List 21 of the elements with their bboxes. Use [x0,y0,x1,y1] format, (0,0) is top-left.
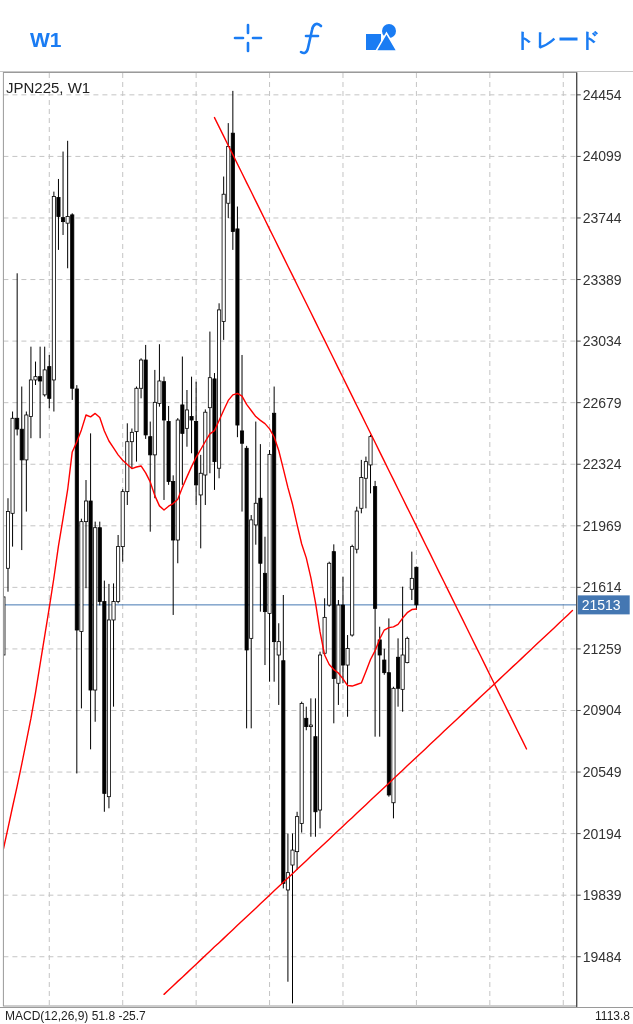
y-tick-label: 23744 [582,210,622,226]
annotation: MACD(12,26,9) 51.8 -25.7 [5,1009,146,1023]
annotation: トレード [514,28,601,51]
y-tick-label: 23389 [582,271,622,288]
y-tick-label: 20549 [582,764,622,781]
annotation: 1113.8 [595,1009,630,1023]
y-tick-label: 20904 [582,702,622,719]
annotation: W1 [30,28,62,51]
y-tick-label: 21259 [582,640,622,657]
y-tick-label: 21614 [582,579,622,596]
y-tick-label: 19484 [582,948,622,965]
title: JPN225, W1 [6,79,91,96]
y-tick-label: 19839 [582,887,622,904]
y-tick-label: 24099 [582,148,622,165]
y-tick-label: 21969 [582,517,622,534]
y-tick-label: 23034 [582,333,622,350]
y-tick-label: 22679 [582,394,622,411]
price-label: 21513 [581,596,621,613]
y-tick-label: 20194 [582,825,622,842]
y-tick-label: 22324 [582,456,622,473]
y-tick-label: 24454 [582,86,622,103]
